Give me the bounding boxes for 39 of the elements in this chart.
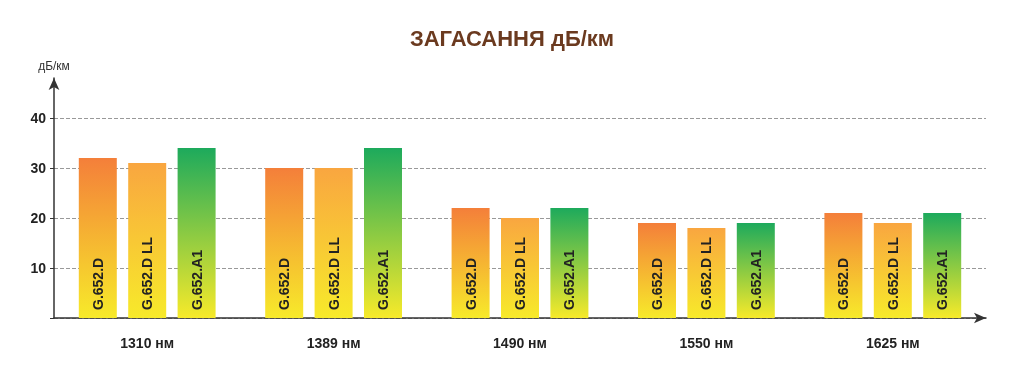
- x-tick-label: 1490 нм: [493, 335, 547, 351]
- series-label: G.652.D: [89, 257, 106, 310]
- text: G.652.A1: [934, 250, 951, 310]
- text: G.652.D: [276, 257, 293, 310]
- x-tick-label: 1310 нм: [120, 335, 175, 351]
- x-tick-label: 1550 нм: [679, 335, 734, 351]
- text: G.652.D LL: [884, 236, 901, 310]
- bar: [78, 158, 117, 318]
- series-label: G.652.D LL: [139, 236, 156, 310]
- bar: [501, 218, 539, 318]
- bar: [177, 148, 216, 318]
- bar: [314, 168, 353, 318]
- bar: [550, 208, 589, 318]
- text: G.652.D: [462, 257, 479, 310]
- text: G.652.A1: [375, 250, 391, 310]
- text: G.652.D LL: [698, 236, 715, 310]
- text: G.652.D: [835, 257, 852, 310]
- bar: [364, 148, 402, 318]
- text: G.652.A1: [747, 250, 764, 310]
- series-label: G.652.A1: [188, 249, 205, 310]
- x-tick-label: 1389 нм: [306, 335, 361, 351]
- bar: [265, 168, 304, 318]
- bar: [824, 213, 863, 318]
- chart-title: ЗАГАСАННЯ дБ/км: [409, 25, 615, 51]
- text: G.652.A1: [561, 250, 578, 310]
- y-tick-label: 10: [30, 260, 47, 276]
- y-tick-label: 40: [30, 110, 47, 126]
- text: G.652.D LL: [325, 236, 342, 310]
- bar: [923, 213, 962, 318]
- bar: [451, 208, 490, 318]
- y-tick-label: 20: [30, 210, 47, 226]
- y-tick-label: 30: [30, 160, 47, 176]
- y-axis-title: дБ/км: [38, 59, 70, 73]
- bar: [128, 163, 167, 318]
- text: G.652.D: [649, 257, 665, 310]
- text: G.652.D LL: [512, 236, 528, 310]
- bar: [736, 223, 775, 318]
- bar: [638, 223, 676, 318]
- x-tick-label: 1625 нм: [865, 335, 920, 351]
